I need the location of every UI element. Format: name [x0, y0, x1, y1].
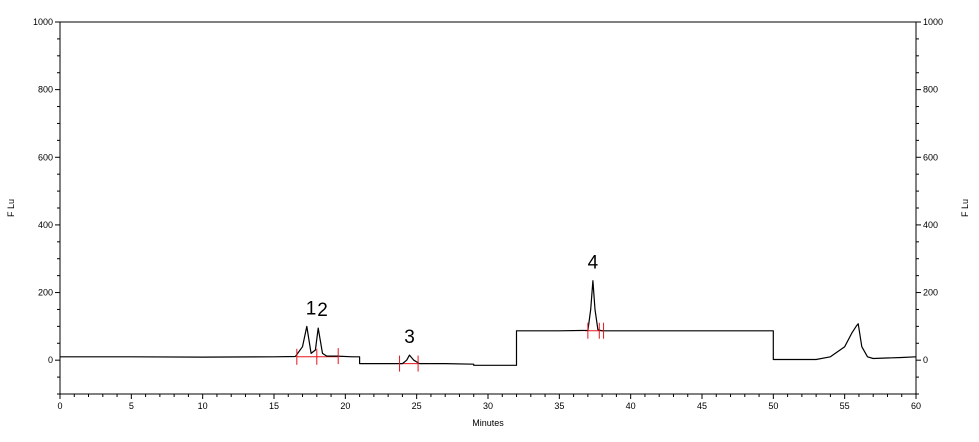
- y-tick-label-left: 1000: [33, 17, 53, 27]
- integration-baselines: [296, 330, 604, 365]
- y-tick-label-right: 0: [923, 355, 928, 365]
- y-tick-label-right: 400: [923, 220, 938, 230]
- y-axis-title-left: F Lu: [6, 199, 16, 217]
- peak-label: 2: [317, 300, 328, 321]
- y-tick-label-right: 200: [923, 288, 938, 298]
- y-tick-label-right: 800: [923, 85, 938, 95]
- peak-label: 4: [588, 253, 599, 274]
- y-tick-label-right: 600: [923, 152, 938, 162]
- x-tick-label: 45: [697, 401, 707, 411]
- y-tick-label-left: 200: [38, 288, 53, 298]
- y-axis-left: 0 200 400 600 800 1000: [33, 17, 60, 395]
- x-axis: 0 5 10 15 20 25 30 35 40 45 50 55 60: [57, 394, 921, 411]
- plot-border: [59, 21, 917, 395]
- x-tick-label: 50: [768, 401, 778, 411]
- x-tick-label: 20: [340, 401, 350, 411]
- plot-frame: [59, 21, 917, 395]
- x-axis-title: Minutes: [472, 418, 504, 428]
- x-tick-label: 60: [911, 401, 921, 411]
- y-tick-label-left: 800: [38, 85, 53, 95]
- x-tick-label: 55: [840, 401, 850, 411]
- x-tick-label: 15: [269, 401, 279, 411]
- y-axis-title-right: F Lu: [960, 199, 970, 217]
- x-tick-label: 0: [57, 401, 62, 411]
- x-tick-label: 5: [129, 401, 134, 411]
- y-tick-label-right: 1000: [923, 17, 943, 27]
- peak-label: 1: [306, 298, 317, 319]
- x-tick-label: 35: [554, 401, 564, 411]
- y-tick-label-left: 400: [38, 220, 53, 230]
- peak-label: 3: [404, 327, 415, 348]
- y-axis-right: 0 200 400 600 800 1000: [916, 17, 943, 395]
- chromatogram-trace: [60, 280, 917, 366]
- trace-line: [60, 280, 917, 366]
- x-tick-label: 25: [412, 401, 422, 411]
- x-tick-label: 10: [198, 401, 208, 411]
- integration-marks: [296, 322, 605, 372]
- y-tick-label-left: 0: [48, 355, 53, 365]
- x-tick-label: 40: [626, 401, 636, 411]
- y-tick-label-left: 600: [38, 152, 53, 162]
- x-tick-label: 30: [483, 401, 493, 411]
- peak-labels: 1 2 3 4: [306, 253, 599, 348]
